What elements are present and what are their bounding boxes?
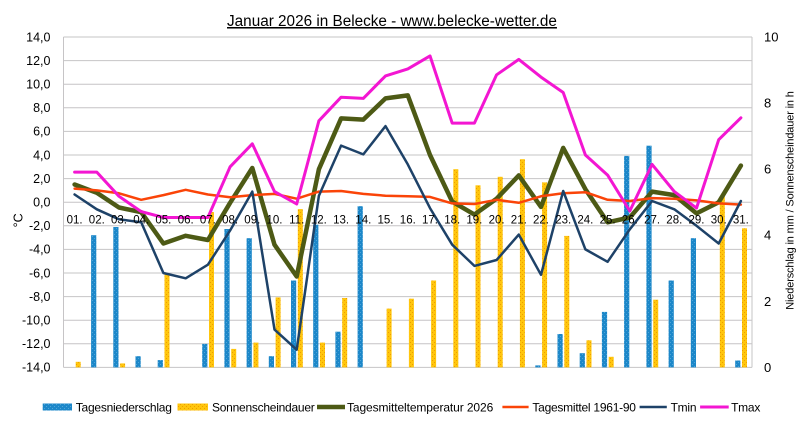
svg-text:2: 2 [764,294,771,309]
svg-text:24.: 24. [577,215,593,227]
svg-text:23.: 23. [555,215,571,227]
svg-text:-12,0: -12,0 [22,337,51,351]
svg-text:27.: 27. [644,215,660,227]
svg-text:21.: 21. [511,215,527,227]
svg-text:-8,0: -8,0 [29,290,51,304]
svg-text:Niederschlag in mm / Sonnensch: Niederschlag in mm / Sonnenscheindauer i… [785,91,797,310]
svg-text:Tagesmittel 1961-90: Tagesmittel 1961-90 [532,400,636,414]
svg-text:14.: 14. [355,215,371,227]
svg-text:22.: 22. [533,215,549,227]
svg-text:12,0: 12,0 [26,54,50,68]
svg-text:6: 6 [764,162,771,177]
svg-text:16.: 16. [400,215,416,227]
svg-text:25.: 25. [600,215,616,227]
svg-text:4: 4 [764,228,771,243]
svg-text:Tmax: Tmax [731,400,760,414]
svg-text:29.: 29. [689,215,705,227]
svg-text:17.: 17. [422,215,438,227]
svg-text:19.: 19. [466,215,482,227]
svg-text:Sonnenscheindauer: Sonnenscheindauer [212,400,315,414]
svg-text:10.: 10. [267,215,283,227]
svg-text:06.: 06. [178,215,194,227]
svg-text:Tmin: Tmin [671,400,697,414]
svg-text:20.: 20. [489,215,505,227]
svg-text:08.: 08. [222,215,238,227]
svg-text:04.: 04. [133,215,149,227]
svg-text:12.: 12. [311,215,327,227]
svg-text:Januar 2026 in Belecke - www.b: Januar 2026 in Belecke - www.belecke-wet… [227,13,557,30]
svg-text:03.: 03. [111,215,127,227]
svg-text:13.: 13. [333,215,349,227]
svg-text:10: 10 [764,30,778,45]
svg-text:0,0: 0,0 [33,196,50,210]
svg-text:-6,0: -6,0 [29,266,51,280]
svg-text:02.: 02. [89,215,105,227]
svg-text:4,0: 4,0 [33,148,50,162]
svg-text:09.: 09. [244,215,260,227]
svg-text:0: 0 [764,360,771,375]
svg-text:-10,0: -10,0 [22,314,51,328]
svg-text:-4,0: -4,0 [29,243,51,257]
svg-text:Tagesmitteltemperatur 2026: Tagesmitteltemperatur 2026 [347,400,494,414]
svg-text:28.: 28. [666,215,682,227]
svg-text:15.: 15. [378,215,394,227]
svg-text:05.: 05. [155,215,171,227]
svg-text:°C: °C [11,213,25,227]
svg-text:26.: 26. [622,215,638,227]
svg-text:18.: 18. [444,215,460,227]
svg-text:01.: 01. [67,215,83,227]
svg-text:14,0: 14,0 [26,30,50,44]
svg-text:10,0: 10,0 [26,78,50,92]
svg-text:8,0: 8,0 [33,101,50,115]
svg-text:6,0: 6,0 [33,125,50,139]
svg-text:2,0: 2,0 [33,172,50,186]
svg-text:-14,0: -14,0 [22,361,51,375]
svg-text:07.: 07. [200,215,216,227]
svg-text:11.: 11. [289,215,304,227]
svg-text:Tagesniederschlag: Tagesniederschlag [76,400,172,414]
svg-text:8: 8 [764,96,771,111]
svg-text:30.: 30. [711,215,727,227]
svg-text:-2,0: -2,0 [29,219,51,233]
svg-text:31.: 31. [733,215,749,227]
